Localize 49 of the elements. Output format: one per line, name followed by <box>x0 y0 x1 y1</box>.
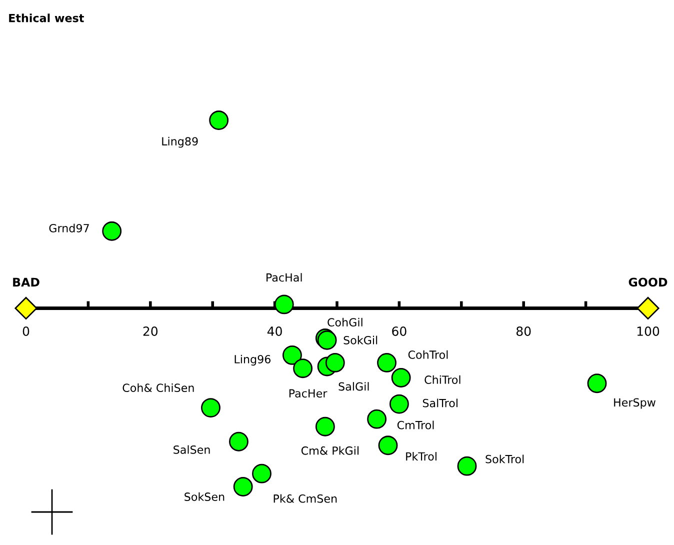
point <box>14 296 38 320</box>
annotation: Ling96 <box>234 354 271 366</box>
annotation: HerSpw <box>614 398 656 409</box>
annotation: SokTrol <box>486 454 524 464</box>
point <box>209 110 229 130</box>
annotation: PacHer <box>289 389 328 398</box>
point <box>315 416 335 436</box>
annotation: CohGil <box>328 318 362 326</box>
point <box>325 352 345 372</box>
annotation: SalTrol <box>422 398 458 408</box>
x-tick-label: 80 <box>516 326 531 336</box>
annotation: GOOD <box>628 278 668 287</box>
point <box>457 456 477 476</box>
x-tick-label: 100 <box>637 326 660 336</box>
point <box>201 398 220 418</box>
point <box>636 296 660 320</box>
point <box>367 409 387 429</box>
point <box>391 368 411 388</box>
annotation: Grnd97 <box>49 224 89 232</box>
point <box>229 432 248 452</box>
x-tick-label: 40 <box>267 326 282 336</box>
annotation: BAD <box>13 278 40 286</box>
annotation: Cm& PkGil <box>301 446 358 455</box>
annotation: PkTrol <box>406 452 436 461</box>
point <box>389 394 409 414</box>
point <box>378 436 398 456</box>
annotation: SokGil <box>344 336 378 344</box>
point <box>252 464 272 484</box>
x-tick-label: 20 <box>143 326 158 336</box>
point <box>102 221 122 241</box>
annotation: SokSen <box>184 492 224 501</box>
point <box>233 477 253 496</box>
annotation: SalSen <box>174 445 210 454</box>
annotation: CmTrol <box>397 420 434 430</box>
point <box>293 358 313 378</box>
annotation: Coh& ChiSen <box>122 383 194 392</box>
x-tick-label: 60 <box>392 326 406 336</box>
x-tick-label: 0 <box>22 326 30 336</box>
annotation: CohTrol <box>408 350 448 359</box>
point <box>282 345 302 365</box>
annotation: Ling89 <box>162 136 198 148</box>
point <box>587 374 607 394</box>
annotation: Pk& CmSen <box>274 494 337 503</box>
point <box>274 294 294 314</box>
annotation: SalGil <box>338 382 369 391</box>
annotation: PacHal <box>266 273 302 282</box>
chart-title: Ethical west <box>9 14 84 22</box>
point <box>377 352 396 372</box>
annotation: ChiTrol <box>424 375 460 384</box>
